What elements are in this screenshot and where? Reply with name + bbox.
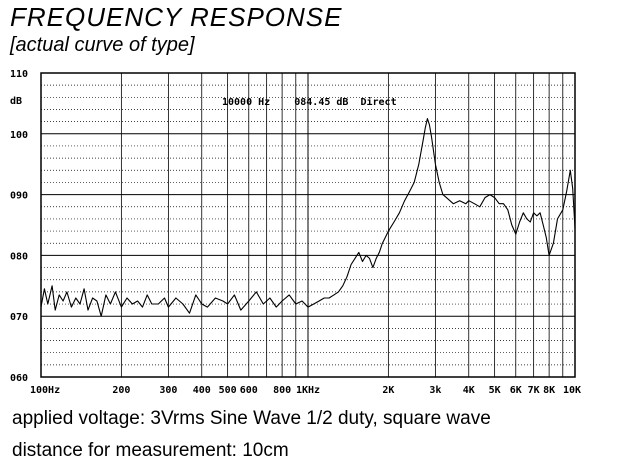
curve-layer [40, 118, 576, 317]
x-tick-label: 6K [510, 385, 522, 396]
y-tick-label: 070 [10, 312, 28, 323]
chart-subtitle: [actual curve of type] [10, 34, 195, 56]
x-tick-label: 100Hz [30, 385, 60, 396]
x-tick-label: 600 [240, 385, 258, 396]
x-tick-label: 800 [273, 385, 291, 396]
test-conditions-distance: distance for measurement: 10cm [12, 440, 289, 461]
x-tick-label: 500 [219, 385, 237, 396]
x-tick-label: 200 [112, 385, 130, 396]
y-tick-label: 090 [10, 191, 28, 202]
grid [40, 72, 576, 378]
y-axis-unit-label: dB [10, 96, 22, 107]
x-tick-label: 10K [563, 385, 581, 396]
x-tick-label: 1KHz [296, 385, 320, 396]
x-tick-label: 8K [543, 385, 555, 396]
chart-title: FREQUENCY RESPONSE [10, 2, 343, 32]
y-tick-label: 110 [10, 69, 28, 80]
x-tick-label: 4K [463, 385, 475, 396]
y-tick-label: 080 [10, 251, 28, 262]
x-tick-label: 400 [193, 385, 211, 396]
x-tick-label: 5K [489, 385, 501, 396]
test-conditions-voltage: applied voltage: 3Vrms Sine Wave 1/2 dut… [12, 408, 491, 429]
x-tick-label: 3k [429, 385, 441, 396]
x-tick-label: 2K [382, 385, 394, 396]
y-tick-label: 060 [10, 373, 28, 384]
y-tick-label: 100 [10, 130, 28, 141]
x-tick-label: 7K [528, 385, 540, 396]
cursor-readout: 10000 Hz 084.45 dB Direct [222, 96, 397, 108]
response-curve [40, 118, 576, 317]
x-tick-label: 300 [159, 385, 177, 396]
